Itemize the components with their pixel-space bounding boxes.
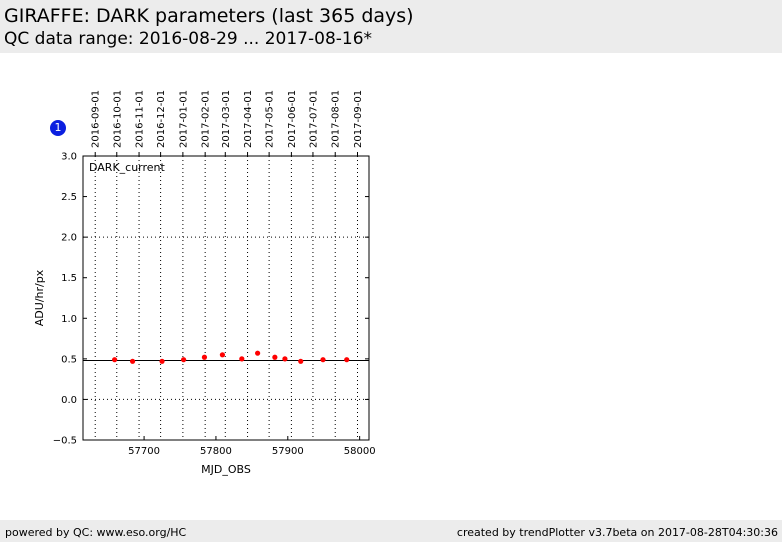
x-axis-label: MJD_OBS [201, 463, 251, 476]
top-axis-date-label: 2017-07-01 [308, 90, 319, 148]
top-axis-date-label: 2017-06-01 [287, 90, 298, 148]
data-point [201, 354, 208, 360]
data-point [344, 357, 350, 363]
top-axis-date-label: 2017-05-01 [265, 90, 276, 148]
y-axis-label: ADU/hr/px [33, 269, 46, 326]
data-point [298, 358, 304, 364]
y-tick-label: 1.5 [61, 273, 77, 284]
page-title: GIRAFFE: DARK parameters (last 365 days) [4, 5, 414, 27]
header-bar: GIRAFFE: DARK parameters (last 365 days)… [0, 0, 782, 53]
data-point [255, 350, 261, 356]
series-annotation: DARK_current [89, 161, 166, 174]
footer-credit: powered by QC: www.eso.org/HC [5, 526, 187, 539]
top-axis-date-label: 2016-12-01 [156, 90, 167, 148]
grid-layer [83, 156, 369, 440]
y-tick-label: 2.0 [61, 233, 77, 244]
y-tick-label: 0.5 [61, 354, 77, 365]
data-point [272, 354, 278, 360]
top-axis-date-label: 2016-11-01 [135, 90, 146, 148]
data-point [129, 358, 136, 364]
x-tick-label: 57900 [272, 446, 304, 457]
y-tick-label: 2.5 [61, 192, 77, 203]
x-tick-label: 58000 [344, 446, 376, 457]
x-tick-label: 57700 [128, 446, 160, 457]
footer-bar: powered by QC: www.eso.org/HC created by… [0, 520, 782, 542]
y-tick-label: −0.5 [53, 436, 77, 447]
axis-layer: 2016-09-01 2016-10-01 2016-11-01 2016-12-01… [53, 90, 376, 457]
page-subtitle: QC data range: 2016-08-29 ... 2017-08-16… [4, 29, 373, 49]
y-tick-label: 1.0 [61, 314, 77, 325]
top-axis-date-label: 2017-09-01 [353, 90, 364, 148]
y-tick-label: 3.0 [61, 152, 77, 163]
data-point [282, 356, 288, 362]
data-points [112, 350, 350, 364]
top-axis-date-label: 2016-09-01 [91, 90, 102, 148]
footer-generator-info: created by trendPlotter v3.7beta on 2017… [456, 526, 778, 539]
data-point [181, 357, 187, 363]
top-axis-date-label: 2017-01-01 [178, 90, 189, 148]
top-axis-date-label: 2017-03-01 [221, 90, 232, 148]
plot-number-badge[interactable]: 1 [50, 120, 66, 136]
data-point [320, 357, 326, 363]
top-axis-date-label: 2017-02-01 [201, 90, 212, 148]
data-point [112, 357, 118, 363]
data-point [239, 356, 245, 362]
plot-frame [82, 155, 370, 441]
y-tick-label: 0.0 [61, 395, 77, 406]
data-point [159, 358, 165, 364]
x-tick-label: 57800 [200, 446, 232, 457]
top-axis-date-label: 2017-08-01 [331, 90, 342, 148]
top-axis-date-label: 2016-10-01 [112, 90, 123, 148]
data-point [219, 352, 226, 358]
top-axis-date-label: 2017-04-01 [243, 90, 254, 148]
